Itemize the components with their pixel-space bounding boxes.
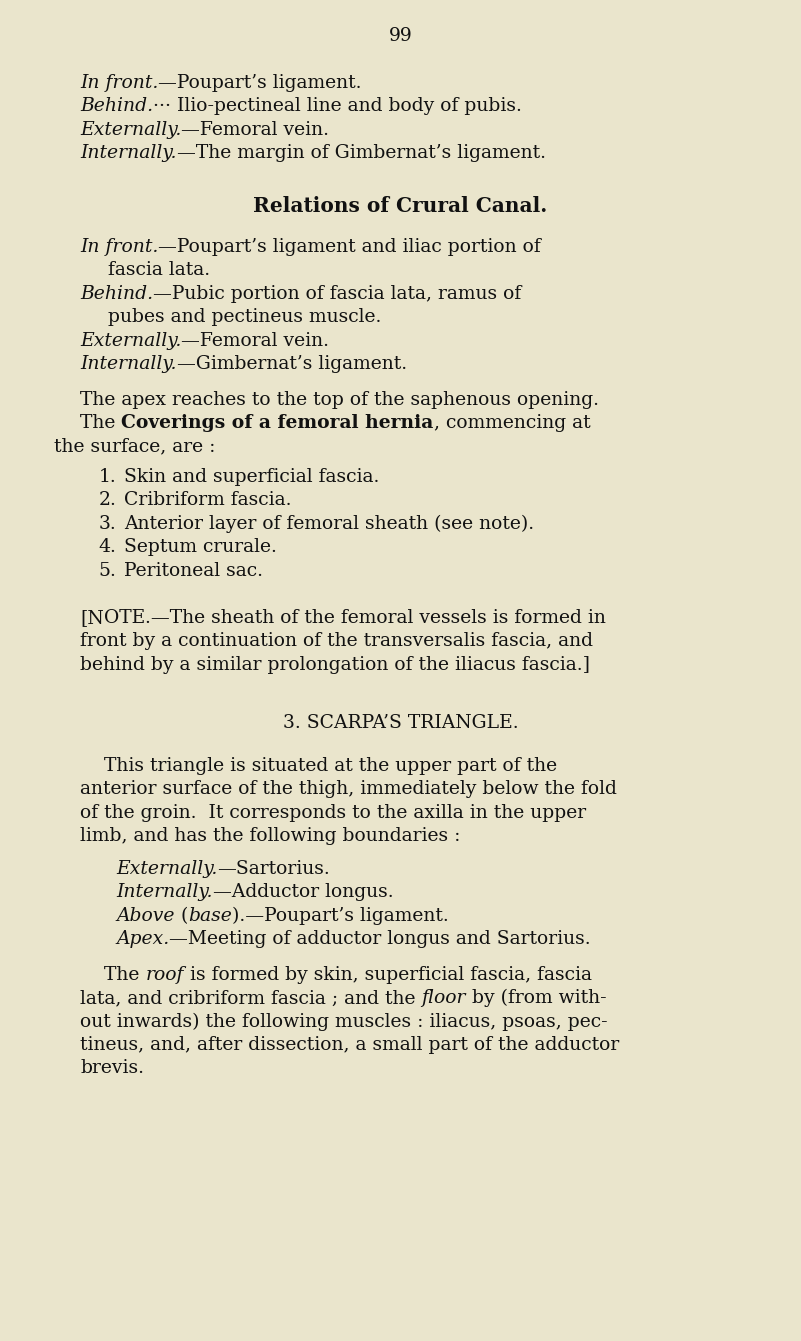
- Text: In front.: In front.: [80, 74, 159, 91]
- Text: 5.: 5.: [99, 562, 116, 579]
- Text: —Adductor longus.: —Adductor longus.: [212, 884, 393, 901]
- Text: —Pubic portion of fascia lata, ramus of: —Pubic portion of fascia lata, ramus of: [153, 284, 521, 303]
- Text: —Femoral vein.: —Femoral vein.: [182, 331, 329, 350]
- Text: The: The: [80, 966, 146, 983]
- Text: roof: roof: [146, 966, 184, 983]
- Text: out inwards) the following muscles : iliacus, psoas, pec-: out inwards) the following muscles : ili…: [80, 1012, 608, 1031]
- Text: of the groin.  It corresponds to the axilla in the upper: of the groin. It corresponds to the axil…: [80, 803, 586, 822]
- Text: Skin and superficial fascia.: Skin and superficial fascia.: [124, 468, 380, 485]
- Text: 3. SCARPA’S TRIANGLE.: 3. SCARPA’S TRIANGLE.: [283, 715, 518, 732]
- Text: Behind.: Behind.: [80, 284, 153, 303]
- Text: 4.: 4.: [99, 538, 116, 557]
- Text: 99: 99: [388, 27, 413, 44]
- Text: Internally.: Internally.: [80, 355, 176, 373]
- Text: Septum crurale.: Septum crurale.: [124, 538, 277, 557]
- Text: Internally.: Internally.: [116, 884, 212, 901]
- Text: brevis.: brevis.: [80, 1059, 144, 1077]
- Text: The: The: [80, 414, 122, 432]
- Text: behind by a similar prolongation of the iliacus fascia.]: behind by a similar prolongation of the …: [80, 656, 590, 673]
- Text: Cribriform fascia.: Cribriform fascia.: [124, 491, 292, 510]
- Text: 2.: 2.: [99, 491, 116, 510]
- Text: ).—Poupart’s ligament.: ).—Poupart’s ligament.: [232, 907, 449, 925]
- Text: 1.: 1.: [99, 468, 116, 485]
- Text: Externally.: Externally.: [80, 331, 182, 350]
- Text: —Femoral vein.: —Femoral vein.: [182, 121, 329, 138]
- Text: Apex.: Apex.: [116, 931, 169, 948]
- Text: lata, and cribriform fascia ; and the: lata, and cribriform fascia ; and the: [80, 988, 421, 1007]
- Text: ··· Ilio-pectineal line and body of pubis.: ··· Ilio-pectineal line and body of pubi…: [153, 98, 522, 115]
- Text: The apex reaches to the top of the saphenous opening.: The apex reaches to the top of the saphe…: [80, 390, 599, 409]
- Text: This triangle is situated at the upper part of the: This triangle is situated at the upper p…: [80, 756, 557, 775]
- Text: Coverings of a femoral hernia: Coverings of a femoral hernia: [122, 414, 433, 432]
- Text: —Poupart’s ligament.: —Poupart’s ligament.: [159, 74, 362, 91]
- Text: —Poupart’s ligament and iliac portion of: —Poupart’s ligament and iliac portion of: [159, 239, 541, 256]
- Text: base: base: [188, 907, 232, 925]
- Text: Externally.: Externally.: [116, 860, 218, 878]
- Text: Relations of Crural Canal.: Relations of Crural Canal.: [253, 196, 548, 216]
- Text: , commencing at: , commencing at: [433, 414, 590, 432]
- Text: tineus, and, after dissection, a small part of the adductor: tineus, and, after dissection, a small p…: [80, 1035, 619, 1054]
- Text: floor: floor: [421, 988, 466, 1007]
- Text: Behind.: Behind.: [80, 98, 153, 115]
- Text: pubes and pectineus muscle.: pubes and pectineus muscle.: [108, 308, 381, 326]
- Text: front by a continuation of the transversalis fascia, and: front by a continuation of the transvers…: [80, 632, 593, 650]
- Text: .—The sheath of the femoral vessels is formed in: .—The sheath of the femoral vessels is f…: [145, 609, 606, 626]
- Text: —Meeting of adductor longus and Sartorius.: —Meeting of adductor longus and Sartoriu…: [169, 931, 591, 948]
- Text: (: (: [181, 907, 188, 925]
- Text: [N: [N: [80, 609, 104, 626]
- Text: 3.: 3.: [99, 515, 116, 532]
- Text: Externally.: Externally.: [80, 121, 182, 138]
- Text: —Gimbernat’s ligament.: —Gimbernat’s ligament.: [176, 355, 407, 373]
- Text: OTE: OTE: [104, 609, 145, 626]
- Text: Anterior layer of femoral sheath (see note).: Anterior layer of femoral sheath (see no…: [124, 515, 534, 534]
- Text: anterior surface of the thigh, immediately below the fold: anterior surface of the thigh, immediate…: [80, 780, 617, 798]
- Text: fascia lata.: fascia lata.: [108, 261, 210, 279]
- Text: limb, and has the following boundaries :: limb, and has the following boundaries :: [80, 827, 461, 845]
- Text: Above: Above: [116, 907, 181, 925]
- Text: Peritoneal sac.: Peritoneal sac.: [124, 562, 264, 579]
- Text: —The margin of Gimbernat’s ligament.: —The margin of Gimbernat’s ligament.: [176, 143, 545, 162]
- Text: the surface, are :: the surface, are :: [54, 437, 215, 456]
- Text: Internally.: Internally.: [80, 143, 176, 162]
- Text: by (from with-: by (from with-: [466, 988, 606, 1007]
- Text: —Sartorius.: —Sartorius.: [218, 860, 330, 878]
- Text: In front.: In front.: [80, 239, 159, 256]
- Text: is formed by skin, superficial fascia, fascia: is formed by skin, superficial fascia, f…: [184, 966, 592, 983]
